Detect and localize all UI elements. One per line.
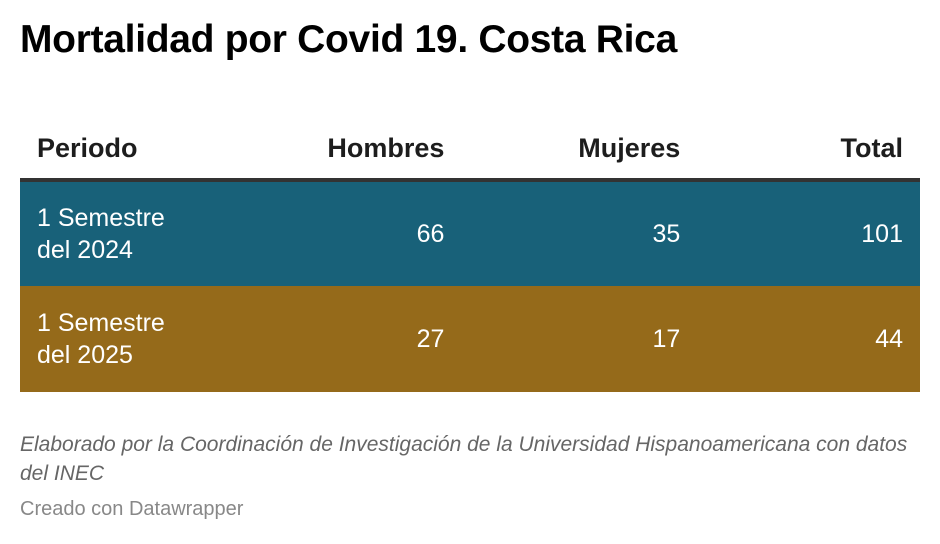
cell-mujeres: 35	[652, 219, 681, 248]
table-header: Periodo Hombres Mujeres Total	[20, 118, 920, 180]
periodo-line1: 1 Semestre	[37, 204, 165, 232]
table-row: 1 Semestre del 2025 27 17 44	[20, 286, 920, 392]
column-header-hombres[interactable]: Hombres	[327, 132, 445, 163]
data-table: Periodo Hombres Mujeres Total 1 Semestre…	[20, 118, 920, 392]
periodo-line2: del 2024	[37, 236, 133, 264]
cell-periodo: 1 Semestre del 2025	[20, 286, 223, 392]
cell-hombres: 66	[416, 219, 445, 248]
column-header-total[interactable]: Total	[840, 132, 904, 163]
header-row: Periodo Hombres Mujeres Total	[20, 118, 920, 180]
cell-mujeres: 17	[652, 324, 681, 353]
datawrapper-credit[interactable]: Creado con Datawrapper	[20, 498, 244, 520]
table-body: 1 Semestre del 2024 66 35 101 1 Semestre d…	[20, 180, 920, 392]
cell-total: 44	[875, 324, 903, 353]
column-header-periodo[interactable]: Periodo	[37, 132, 138, 163]
column-header-mujeres[interactable]: Mujeres	[578, 132, 681, 163]
periodo-line1: 1 Semestre	[37, 309, 165, 337]
cell-hombres: 27	[416, 324, 445, 353]
table-row: 1 Semestre del 2024 66 35 101	[20, 180, 920, 286]
cell-total: 101	[861, 219, 903, 248]
periodo-line2: del 2025	[37, 341, 133, 369]
source-notes: Elaborado por la Coordinación de Investi…	[20, 433, 908, 485]
cell-periodo: 1 Semestre del 2024	[20, 180, 223, 286]
chart-title: Mortalidad por Covid 19. Costa Rica	[20, 18, 677, 61]
